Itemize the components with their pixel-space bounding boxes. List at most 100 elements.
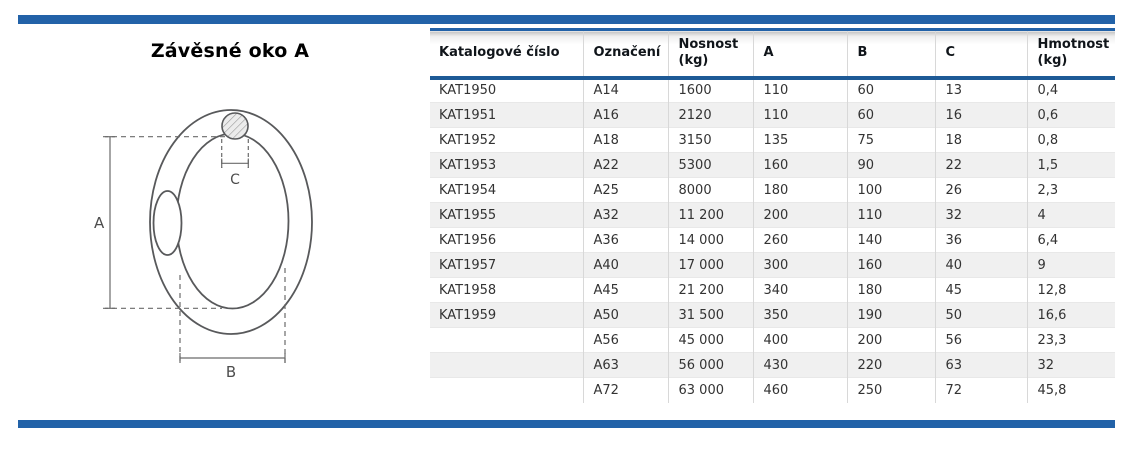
column-header: B [846,28,935,80]
table-cell: 180 [846,277,935,303]
table-cell: 16 [934,102,1027,128]
table-cell: 250 [846,377,935,403]
table-cell: 3150 [667,127,753,153]
table-row: KAT1959 A50 31 500 350 190 50 16,6 [430,302,1115,328]
table-cell: 300 [752,252,847,278]
table-cell: 200 [846,327,935,353]
table-cell: 180 [752,177,847,203]
table-row: KAT1951 A16 2120 110 60 16 0,6 [430,102,1115,128]
table-cell: A72 [582,377,668,403]
column-header: C [934,28,1027,80]
table-cell: 110 [846,202,935,228]
table-row: A63 56 000 430 220 63 32 [430,352,1115,378]
table-cell: 135 [752,127,847,153]
table-cell: 16,6 [1026,302,1115,328]
table-row: KAT1953 A22 5300 160 90 22 1,5 [430,152,1115,178]
table-cell: 0,6 [1026,102,1115,128]
table-cell: 8000 [667,177,753,203]
table-cell [430,352,583,378]
table-cell: 9 [1026,252,1115,278]
table-cell: 200 [752,202,847,228]
table-row: A56 45 000 400 200 56 23,3 [430,327,1115,353]
table-cell: A25 [582,177,668,203]
column-header: Katalogové číslo [430,28,583,80]
spec-table-head: Katalogové číslo Označení Nosnost (kg) A B C H… [430,28,1115,80]
table-row: KAT1958 A45 21 200 340 180 45 12,8 [430,277,1115,303]
table-cell: 21 200 [667,277,753,303]
table-header-row: Katalogové číslo Označení Nosnost (kg) A B C H… [430,28,1115,80]
spec-table: Katalogové číslo Označení Nosnost (kg) A B C H… [430,28,1115,403]
table-cell: 45,8 [1026,377,1115,403]
table-cell: 40 [934,252,1027,278]
table-cell: 23,3 [1026,327,1115,353]
dim-a-label: A [94,214,105,232]
table-cell: 17 000 [667,252,753,278]
table-cell: 0,4 [1026,77,1115,103]
table-cell: 63 [934,352,1027,378]
table-cell: 18 [934,127,1027,153]
table-row: KAT1956 A36 14 000 260 140 36 6,4 [430,227,1115,253]
outer-ring-outline [149,109,313,335]
table-cell: KAT1956 [430,227,583,253]
column-header: A [752,28,847,80]
table-cell: 460 [752,377,847,403]
table-cell: 72 [934,377,1027,403]
table-cell: 12,8 [1026,277,1115,303]
table-row: KAT1954 A25 8000 180 100 26 2,3 [430,177,1115,203]
table-row: KAT1952 A18 3150 135 75 18 0,8 [430,127,1115,153]
table-cell: 4 [1026,202,1115,228]
table-cell: 26 [934,177,1027,203]
table-cell: A45 [582,277,668,303]
table-cell: 50 [934,302,1027,328]
table-cell: KAT1954 [430,177,583,203]
table-cell: KAT1951 [430,102,583,128]
table-cell: KAT1958 [430,277,583,303]
table-cell: 45 000 [667,327,753,353]
table-cell: 22 [934,152,1027,178]
table-cell: 63 000 [667,377,753,403]
table-cell: 260 [752,227,847,253]
table-cell: KAT1957 [430,252,583,278]
table-cell: 110 [752,77,847,103]
table-cell: A40 [582,252,668,278]
column-header: Označení [582,28,668,80]
table-cell: KAT1953 [430,152,583,178]
table-cell: 5300 [667,152,753,178]
table-cell: 160 [752,152,847,178]
table-row: KAT1955 A32 11 200 200 110 32 4 [430,202,1115,228]
table-cell: 32 [1026,352,1115,378]
table-row: A72 63 000 460 250 72 45,8 [430,377,1115,403]
table-cell: 2,3 [1026,177,1115,203]
table-cell: 60 [846,102,935,128]
table-cell: 1,5 [1026,152,1115,178]
table-cell: 56 [934,327,1027,353]
table-row: KAT1950 A14 1600 110 60 13 0,4 [430,77,1115,103]
column-header: Hmotnost (kg) [1026,28,1115,80]
table-cell: 56 000 [667,352,753,378]
table-cell: 100 [846,177,935,203]
spec-table-body: KAT1950 A14 1600 110 60 13 0,4 KAT1951 A16 2120 11… [430,77,1115,403]
table-cell: A14 [582,77,668,103]
weld-mark-oval [152,190,183,256]
table-cell: KAT1959 [430,302,583,328]
table-cell: 75 [846,127,935,153]
product-dimension-diagram: A C B [94,109,313,381]
table-cell: 6,4 [1026,227,1115,253]
material-cross-section-circle [221,112,249,140]
table-cell: 13 [934,77,1027,103]
table-cell: 430 [752,352,847,378]
table-cell: 1600 [667,77,753,103]
table-cell [430,327,583,353]
table-cell: A50 [582,302,668,328]
table-cell: 140 [846,227,935,253]
table-cell: 32 [934,202,1027,228]
dim-b-label: B [226,363,236,381]
column-header: Nosnost (kg) [667,28,753,80]
page-title: Závěsné oko A [150,40,310,62]
table-cell: 220 [846,352,935,378]
inner-ring-outline [175,132,290,310]
table-cell: 0,8 [1026,127,1115,153]
table-cell [430,377,583,403]
top-divider-bar [18,15,1115,24]
